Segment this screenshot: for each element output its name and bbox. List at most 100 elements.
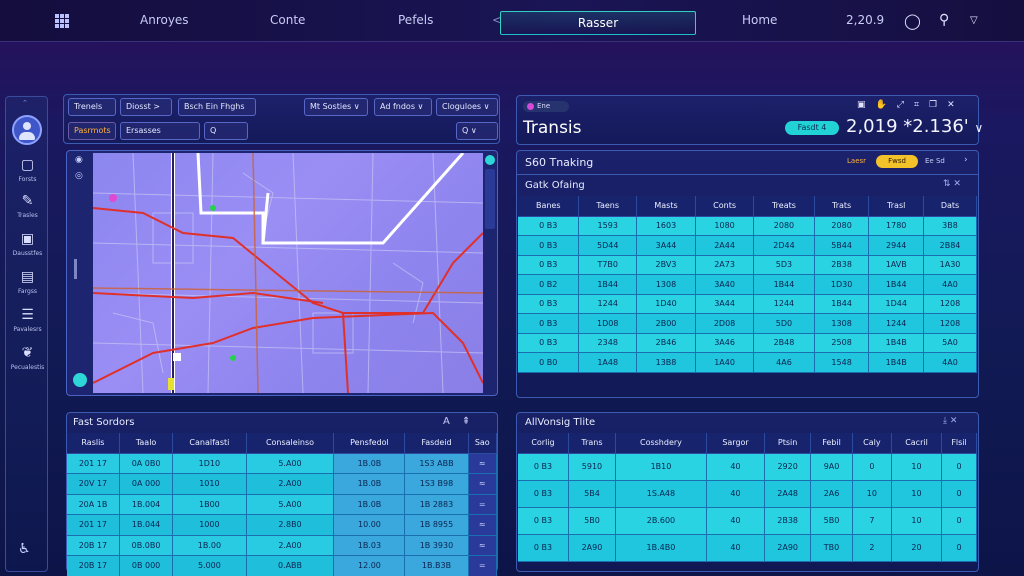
nav-item-rasser-active[interactable]: Rasser bbox=[500, 11, 696, 35]
avatar[interactable] bbox=[12, 115, 42, 145]
accessibility-icon[interactable]: ♿ bbox=[18, 541, 31, 557]
value-chevron-icon[interactable]: ∨ bbox=[974, 121, 984, 135]
column-header[interactable]: Flsil bbox=[941, 433, 977, 454]
filter-ersasses[interactable]: Ersasses bbox=[120, 122, 200, 140]
rail-item-pavalesrs[interactable]: ☰ Pavalesrs bbox=[6, 307, 49, 333]
table-row[interactable]: 0 B3 5910 1B10 40 2920 9A0 0 10 0 bbox=[518, 453, 977, 481]
table-cell: 1S.A48 bbox=[615, 480, 707, 508]
pin-icon[interactable]: ⇞ bbox=[461, 416, 483, 427]
notification-circle-icon[interactable]: ◯ bbox=[904, 12, 921, 30]
rail-item-dausstfes[interactable]: ▣ Dausstfes bbox=[6, 231, 49, 257]
map-location-button[interactable] bbox=[73, 373, 87, 387]
map-layers-icon[interactable]: ◉ bbox=[75, 155, 83, 165]
column-header[interactable]: Treats bbox=[753, 196, 815, 217]
font-icon[interactable]: A bbox=[443, 416, 462, 427]
table-row[interactable]: 0 B3 2A90 1B.4B0 40 2A90 TB0 2 20 0 bbox=[518, 534, 977, 562]
apps-grid-icon[interactable] bbox=[55, 14, 69, 28]
table-row[interactable]: 201 17 0A 0B0 1D10 5.A00 1B.0B 1S3 ABB ≈ bbox=[67, 453, 498, 474]
nav-item-anroyes[interactable]: Anroyes bbox=[140, 13, 189, 27]
table-cell: 1B44 bbox=[753, 274, 815, 295]
close-icon[interactable]: ✕ bbox=[947, 100, 965, 110]
tracking-toggle[interactable]: Fwsd bbox=[876, 155, 918, 168]
rail-item-pecualestis[interactable]: ❦ Pecualestis bbox=[6, 345, 49, 371]
rail-item-trasles[interactable]: ✎ Trasles bbox=[6, 193, 49, 219]
search-dropdown[interactable]: Q ∨ bbox=[456, 122, 498, 140]
column-header[interactable]: Trans bbox=[568, 433, 616, 454]
column-header[interactable]: Dats bbox=[923, 196, 977, 217]
tracking-next-icon[interactable]: › bbox=[964, 155, 968, 165]
dropdown-sosties[interactable]: Mt Sosties ∨ bbox=[304, 98, 368, 116]
table-row[interactable]: 0 B3 1D08 2B00 2D08 5D0 1308 1244 1208 bbox=[518, 313, 977, 334]
column-header[interactable]: Taens bbox=[578, 196, 637, 217]
table-row[interactable]: 20V 17 0A 000 1010 2.A00 1B.0B 1S3 B98 ≈ bbox=[67, 473, 498, 495]
map-scrollbar[interactable] bbox=[485, 169, 495, 229]
tracking-toggle-left[interactable]: Laesr bbox=[847, 157, 867, 165]
column-header[interactable]: Banes bbox=[518, 196, 580, 217]
map-zoom-slider[interactable] bbox=[74, 259, 77, 279]
rail-item-fargss[interactable]: ▤ Fargss bbox=[6, 269, 49, 295]
table-row[interactable]: 20A 1B 1B.004 1B00 5.A00 1B.0B 1B 2883 = bbox=[67, 494, 498, 515]
table-row[interactable]: 0 B3 1244 1D40 3A44 1244 1B44 1D44 1208 bbox=[518, 294, 977, 314]
map-status-dot bbox=[485, 155, 495, 165]
route-controls-icon[interactable]: ⤓ ✕ bbox=[943, 416, 958, 426]
table-row[interactable]: 0 B3 5B0 2B.600 40 2B38 5B0 7 10 0 bbox=[518, 507, 977, 535]
filter-q[interactable]: Q bbox=[204, 122, 248, 140]
filter-bsch[interactable]: Bsch Ein Fhghs bbox=[178, 98, 256, 116]
column-header[interactable]: Sargor bbox=[706, 433, 766, 454]
column-header[interactable]: Raslis bbox=[67, 433, 120, 454]
column-header[interactable]: Trats bbox=[814, 196, 870, 217]
map-compass-icon[interactable]: ◎ bbox=[75, 171, 83, 181]
column-header[interactable]: Corlig bbox=[518, 433, 569, 454]
table-row[interactable]: 20B 17 0B.0B0 1B.00 2.A00 1B.03 1B 3930 ≈ bbox=[67, 535, 498, 556]
table-row[interactable]: 0 B3 1593 1603 1080 2080 2080 1780 3B8 bbox=[518, 216, 977, 236]
tracking-toggle-right[interactable]: Ee Sd bbox=[925, 157, 945, 165]
column-header[interactable]: Canalfasti bbox=[172, 433, 247, 454]
map-canvas[interactable] bbox=[93, 153, 483, 393]
hand-icon[interactable]: ✋ bbox=[875, 100, 897, 110]
dropdown-fndos[interactable]: Ad fndos ∨ bbox=[374, 98, 432, 116]
transit-badge[interactable]: Ene bbox=[523, 101, 569, 112]
table-row[interactable]: 201 17 1B.044 1000 2.8B0 10.00 1B 8955 ≈ bbox=[67, 514, 498, 536]
table-row[interactable]: 0 B0 1A48 13B8 1A40 4A6 1548 1B4B 4A0 bbox=[518, 352, 977, 373]
chevron-down-icon[interactable]: ▽ bbox=[970, 15, 978, 26]
table-row[interactable]: 20B 17 0B 000 5.000 0.ABB 12.00 1B.B3B = bbox=[67, 555, 498, 576]
table-cell: 2A6 bbox=[810, 480, 853, 508]
column-header[interactable]: Ptsin bbox=[764, 433, 812, 454]
dropdown-cloguloes[interactable]: Cloguloes ∨ bbox=[436, 98, 498, 116]
table-cell: 2A48 bbox=[764, 480, 812, 508]
column-header[interactable]: Cacril bbox=[891, 433, 943, 454]
column-header[interactable]: Caly bbox=[852, 433, 892, 454]
filter-pasrmots[interactable]: Pasrmots bbox=[68, 122, 116, 140]
column-header[interactable]: Conts bbox=[695, 196, 755, 217]
filter-diosst[interactable]: Diosst > bbox=[120, 98, 172, 116]
copy-icon[interactable]: ❐ bbox=[929, 100, 948, 110]
table-row[interactable]: 0 B3 5D44 3A44 2A44 2D44 5B44 2944 2B84 bbox=[518, 235, 977, 256]
column-header[interactable]: Sao bbox=[468, 433, 498, 454]
column-header[interactable]: Taalo bbox=[119, 433, 174, 454]
nav-prev-chevron[interactable]: < bbox=[492, 13, 503, 27]
crop-icon[interactable]: ⌗ bbox=[913, 100, 930, 110]
table-row[interactable]: 0 B3 2348 2B46 3A46 2B48 2508 1B4B 5A0 bbox=[518, 333, 977, 353]
expand-icon[interactable]: ⤢ bbox=[896, 100, 914, 110]
column-header[interactable]: Fasdeid bbox=[404, 433, 469, 454]
nav-item-conte[interactable]: Conte bbox=[270, 13, 306, 27]
filter-trenels[interactable]: Trenels bbox=[68, 98, 116, 116]
nav-item-home[interactable]: Home bbox=[742, 13, 778, 27]
table-row[interactable]: 0 B3 5B4 1S.A48 40 2A48 2A6 10 10 0 bbox=[518, 480, 977, 508]
column-header[interactable]: Consaleinso bbox=[246, 433, 335, 454]
nav-item-pefels[interactable]: Pefels bbox=[398, 13, 434, 27]
rail-item-forsts[interactable]: ▢ Forsts bbox=[6, 157, 49, 183]
column-header[interactable]: Masts bbox=[636, 196, 697, 217]
table-row[interactable]: 0 B2 1B44 1308 3A40 1B44 1D30 1B44 4A0 bbox=[518, 274, 977, 295]
column-header[interactable]: Febil bbox=[810, 433, 853, 454]
column-header[interactable]: Cosshdery bbox=[615, 433, 707, 454]
column-header[interactable]: Pensfedol bbox=[333, 433, 406, 454]
table-row[interactable]: 0 B3 T7B0 2BV3 2A73 5D3 2B38 1AVB 1A30 bbox=[518, 255, 977, 275]
search-icon[interactable]: ⚲ bbox=[939, 12, 950, 28]
collapse-icon[interactable]: ⌃ bbox=[22, 99, 28, 107]
column-header[interactable]: Trasl bbox=[868, 196, 924, 217]
save-icon[interactable]: ▣ bbox=[857, 100, 876, 110]
gate-sort-icon[interactable]: ⇅ ✕ bbox=[943, 179, 961, 189]
transit-action-button[interactable]: Fasdt 4 bbox=[785, 121, 839, 135]
table-cell: 1B4B bbox=[868, 333, 924, 353]
